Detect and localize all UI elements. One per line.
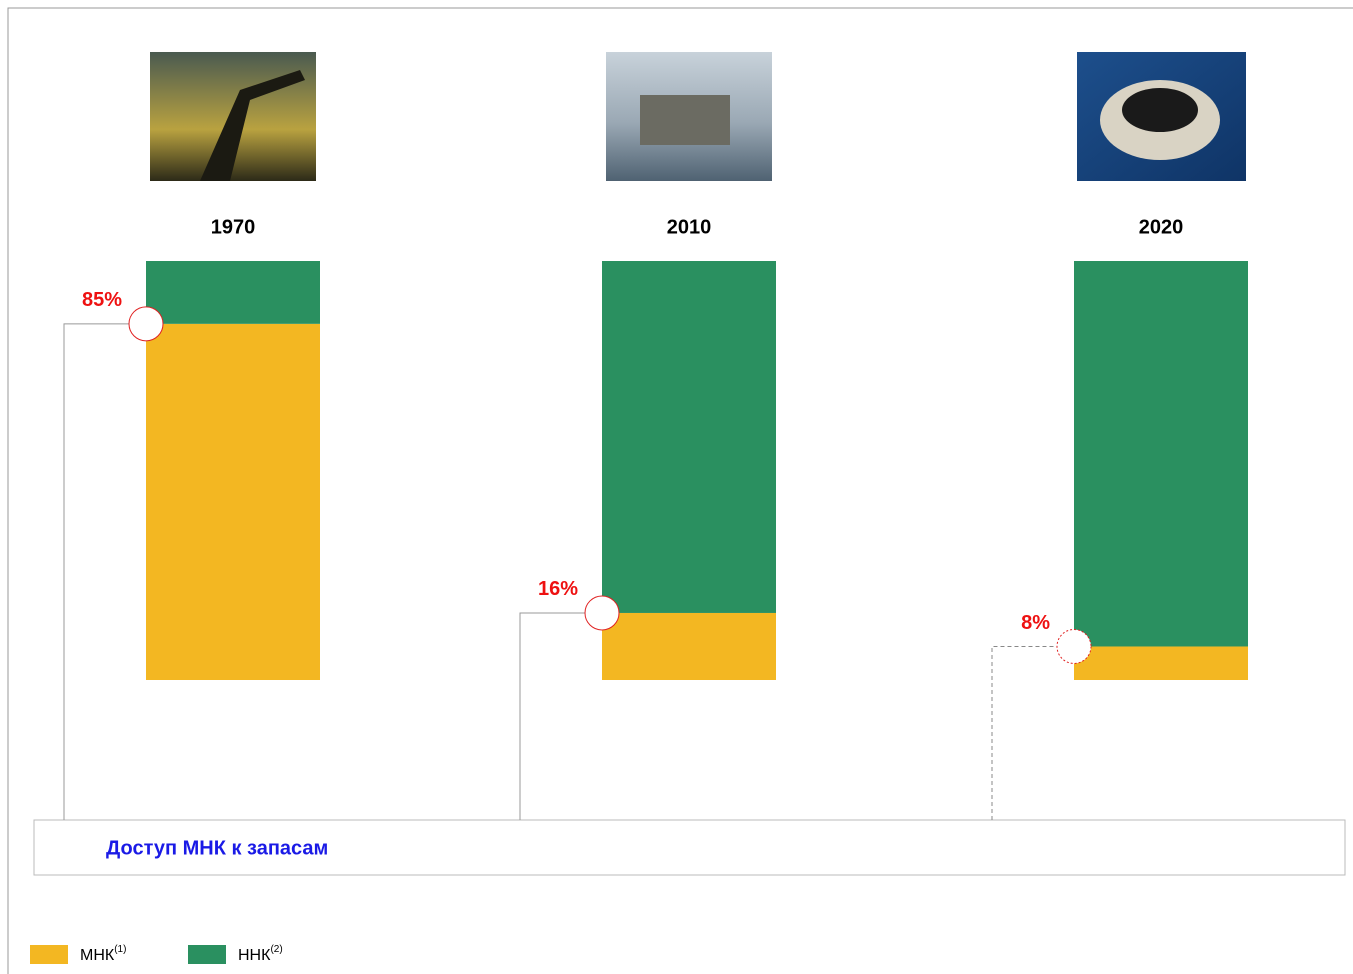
value-label: 8%	[1021, 612, 1050, 634]
frame	[7, 7, 1353, 974]
annotation: Доступ МНК к запасам	[106, 837, 328, 859]
legend-note: (2)	[270, 944, 282, 955]
legend-swatch	[30, 945, 68, 964]
bar-segment	[602, 612, 776, 680]
bar-segment	[1074, 261, 1248, 647]
legend-label: МНК(1)	[80, 944, 126, 965]
connector	[991, 645, 1058, 820]
value-label: 85%	[82, 289, 122, 311]
marker	[128, 306, 164, 342]
bar-segment	[602, 261, 776, 613]
legend-swatch	[188, 945, 226, 964]
marker	[1056, 628, 1092, 664]
legend-note: (1)	[114, 944, 126, 955]
bar-segment	[146, 261, 320, 324]
connector	[63, 323, 130, 820]
value-label: 16%	[538, 578, 578, 600]
legend-label: ННК(2)	[238, 944, 283, 965]
legend-name: МНК	[80, 947, 115, 964]
legend-name: ННК	[238, 947, 271, 964]
photo-detail	[640, 95, 730, 145]
x-tick-label: 1970	[211, 216, 256, 238]
connector	[519, 612, 586, 820]
photo-detail	[200, 70, 305, 181]
annotation-box	[33, 819, 1346, 876]
x-tick-label: 2020	[1139, 216, 1184, 238]
bar-segment	[146, 323, 320, 680]
marker	[584, 595, 620, 631]
x-tick-label: 2010	[667, 216, 712, 238]
bar-segment	[1074, 646, 1248, 680]
photo-detail	[1122, 88, 1198, 132]
